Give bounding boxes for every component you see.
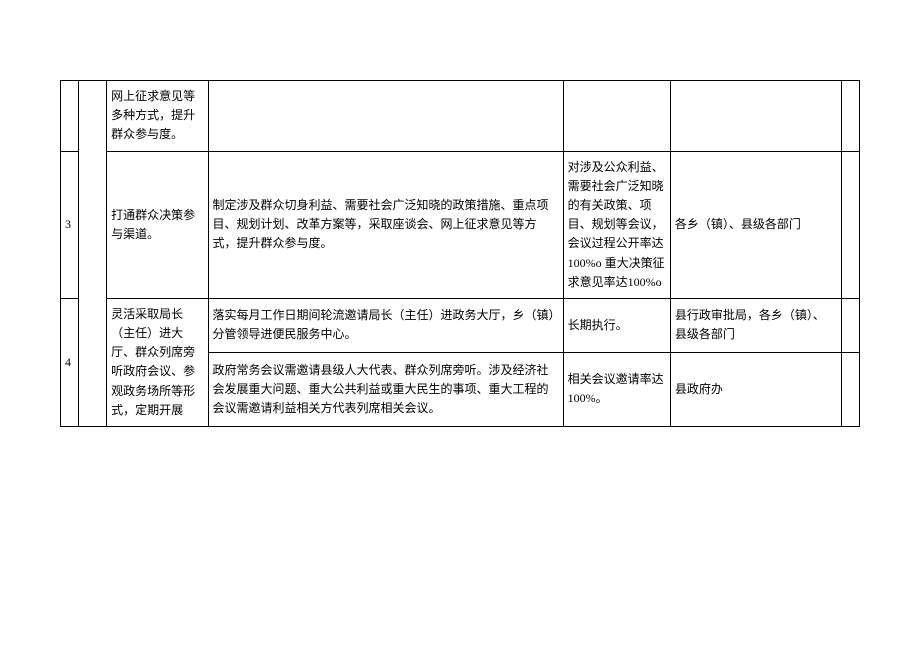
dept-cell bbox=[670, 81, 841, 152]
dept-cell: 各乡（镇）、县级各部门 bbox=[670, 151, 841, 298]
target-cell: 相关会议邀请率达 100%。 bbox=[563, 352, 670, 426]
table-row: 4 灵活采取局长（主任）进大厅、群众列席旁听政府会议、参观政务场所等形式，定期开… bbox=[61, 298, 860, 352]
target-cell bbox=[563, 81, 670, 152]
extra-cell bbox=[841, 81, 860, 152]
task-cell: 网上征求意见等多种方式，提升群众参与度。 bbox=[107, 81, 208, 152]
row-index: 3 bbox=[61, 151, 79, 298]
extra-cell bbox=[841, 298, 860, 352]
extra-cell bbox=[841, 151, 860, 298]
extra-cell bbox=[841, 352, 860, 426]
table-row: 3 打通群众决策参与渠道。 制定涉及群众切身利益、需要社会广泛知晓的政策措施、重… bbox=[61, 151, 860, 298]
group-cell bbox=[79, 81, 107, 427]
content-cell: 制定涉及群众切身利益、需要社会广泛知晓的政策措施、重点项目、规划计划、改革方案等… bbox=[208, 151, 563, 298]
target-cell: 对涉及公众利益、需要社会广泛知晓的有关政策、项目、规划等会议，会议过程公开率达1… bbox=[563, 151, 670, 298]
dept-cell: 县行政审批局，各乡（镇）、县级各部门 bbox=[670, 298, 841, 352]
content-cell: 落实每月工作日期间轮流邀请局长（主任）进政务大厅，乡（镇）分管领导进便民服务中心… bbox=[208, 298, 563, 352]
content-cell bbox=[208, 81, 563, 152]
target-cell: 长期执行。 bbox=[563, 298, 670, 352]
table-row: 网上征求意见等多种方式，提升群众参与度。 bbox=[61, 81, 860, 152]
dept-cell: 县政府办 bbox=[670, 352, 841, 426]
policy-table: 网上征求意见等多种方式，提升群众参与度。 3 打通群众决策参与渠道。 制定涉及群… bbox=[60, 80, 860, 427]
content-cell: 政府常务会议需邀请县级人大代表、群众列席旁听。涉及经济社会发展重大问题、重大公共… bbox=[208, 352, 563, 426]
task-cell: 打通群众决策参与渠道。 bbox=[107, 151, 208, 298]
row-index bbox=[61, 81, 79, 152]
task-cell: 灵活采取局长（主任）进大厅、群众列席旁听政府会议、参观政务场所等形式，定期开展 bbox=[107, 298, 208, 426]
row-index: 4 bbox=[61, 298, 79, 426]
